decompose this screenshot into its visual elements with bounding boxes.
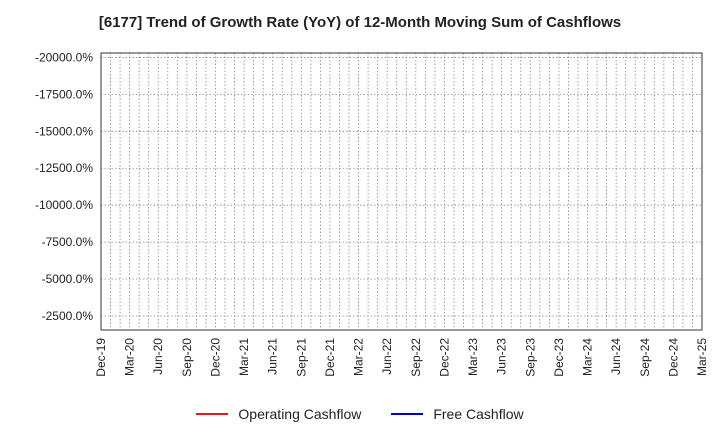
legend: Operating Cashflow Free Cashflow	[0, 406, 720, 422]
chart-title: [6177] Trend of Growth Rate (YoY) of 12-…	[98, 14, 622, 31]
x-tick-label: Dec-21	[323, 338, 337, 377]
x-tick-label: Mar-24	[581, 338, 595, 376]
legend-item-free-cashflow: Free Cashflow	[391, 406, 524, 422]
y-tick-label: -5000.0%	[42, 272, 94, 286]
y-tick-label: -15000.0%	[35, 124, 93, 138]
legend-label-operating-cashflow: Operating Cashflow	[238, 406, 362, 422]
x-tick-label: Mar-20	[123, 338, 137, 376]
legend-label-free-cashflow: Free Cashflow	[433, 406, 524, 422]
x-tick-label: Mar-25	[695, 338, 709, 376]
x-tick-label: Jun-22	[380, 338, 394, 375]
y-tick-label: -2500.0%	[42, 309, 94, 323]
x-tick-label: Mar-21	[237, 338, 251, 376]
legend-swatch-free-cashflow	[391, 413, 424, 415]
x-tick-label: Jun-23	[495, 338, 509, 375]
y-tick-label: -17500.0%	[35, 87, 93, 101]
x-tick-label: Mar-23	[466, 338, 480, 376]
x-tick-label: Jun-20	[151, 338, 165, 375]
y-tick-label: -7500.0%	[42, 235, 94, 249]
x-tick-label: Jun-24	[609, 338, 623, 375]
x-tick-label: Dec-20	[208, 338, 222, 377]
y-tick-label: -20000.0%	[35, 50, 93, 64]
x-tick-label: Dec-22	[437, 338, 451, 377]
legend-item-operating-cashflow: Operating Cashflow	[196, 406, 361, 422]
x-tick-label: Sep-20	[180, 338, 194, 377]
legend-swatch-operating-cashflow	[196, 413, 229, 415]
x-tick-label: Sep-21	[294, 338, 308, 377]
x-tick-label: Dec-23	[552, 338, 566, 377]
x-tick-label: Dec-24	[666, 338, 680, 377]
x-tick-label: Jun-21	[266, 338, 280, 375]
x-tick-label: Mar-22	[352, 338, 366, 376]
x-tick-label: Sep-23	[523, 338, 537, 377]
plot-frame	[100, 52, 703, 331]
x-tick-label: Sep-24	[638, 338, 652, 377]
x-tick-label: Sep-22	[409, 338, 423, 377]
y-tick-label: -12500.0%	[35, 161, 93, 175]
x-tick-label: Dec-19	[94, 338, 108, 377]
y-tick-label: -10000.0%	[35, 198, 93, 212]
